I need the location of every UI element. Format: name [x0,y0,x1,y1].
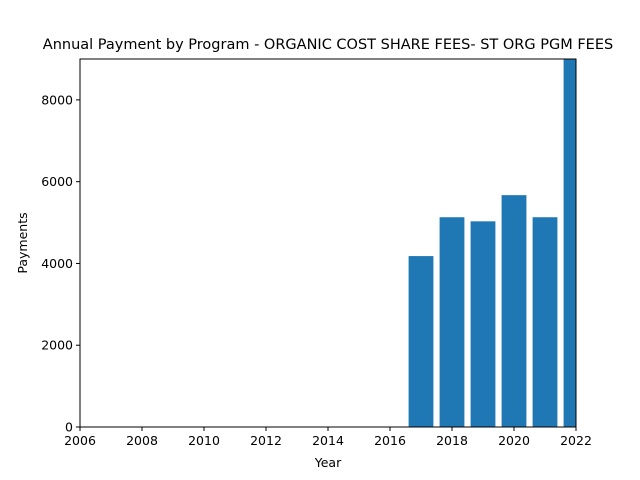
x-tick-label: 2018 [436,433,468,448]
x-tick-label: 2020 [498,433,530,448]
bar-2022 [563,59,576,427]
x-tick-label: 2022 [560,433,592,448]
y-axis-ticks: 0 2000 4000 6000 8000 [41,92,80,435]
x-tick-label: 2010 [188,433,220,448]
x-tick-label: 2008 [126,433,158,448]
bar-2019 [470,221,496,427]
bar-2017 [408,256,434,427]
chart-title: Annual Payment by Program - ORGANIC COST… [43,37,613,53]
x-axis-ticks: 2006 2008 2010 2012 2014 2016 2018 2020 2022 [64,427,592,448]
bar-2018 [439,217,465,427]
plot-frame [79,58,577,428]
x-tick-label: 2006 [64,433,96,448]
y-tick-label: 4000 [41,256,73,271]
y-axis-label: Payments [15,212,30,273]
x-tick-label: 2016 [374,433,406,448]
x-tick-label: 2014 [312,433,344,448]
y-tick-label: 2000 [41,338,73,353]
bar-2021 [532,217,558,427]
y-tick-label: 6000 [41,174,73,189]
y-tick-label: 0 [65,420,73,435]
bar-2020 [501,195,527,427]
bars-group [408,59,576,427]
y-tick-label: 8000 [41,92,73,107]
x-axis-label: Year [314,455,342,470]
x-tick-label: 2012 [250,433,282,448]
